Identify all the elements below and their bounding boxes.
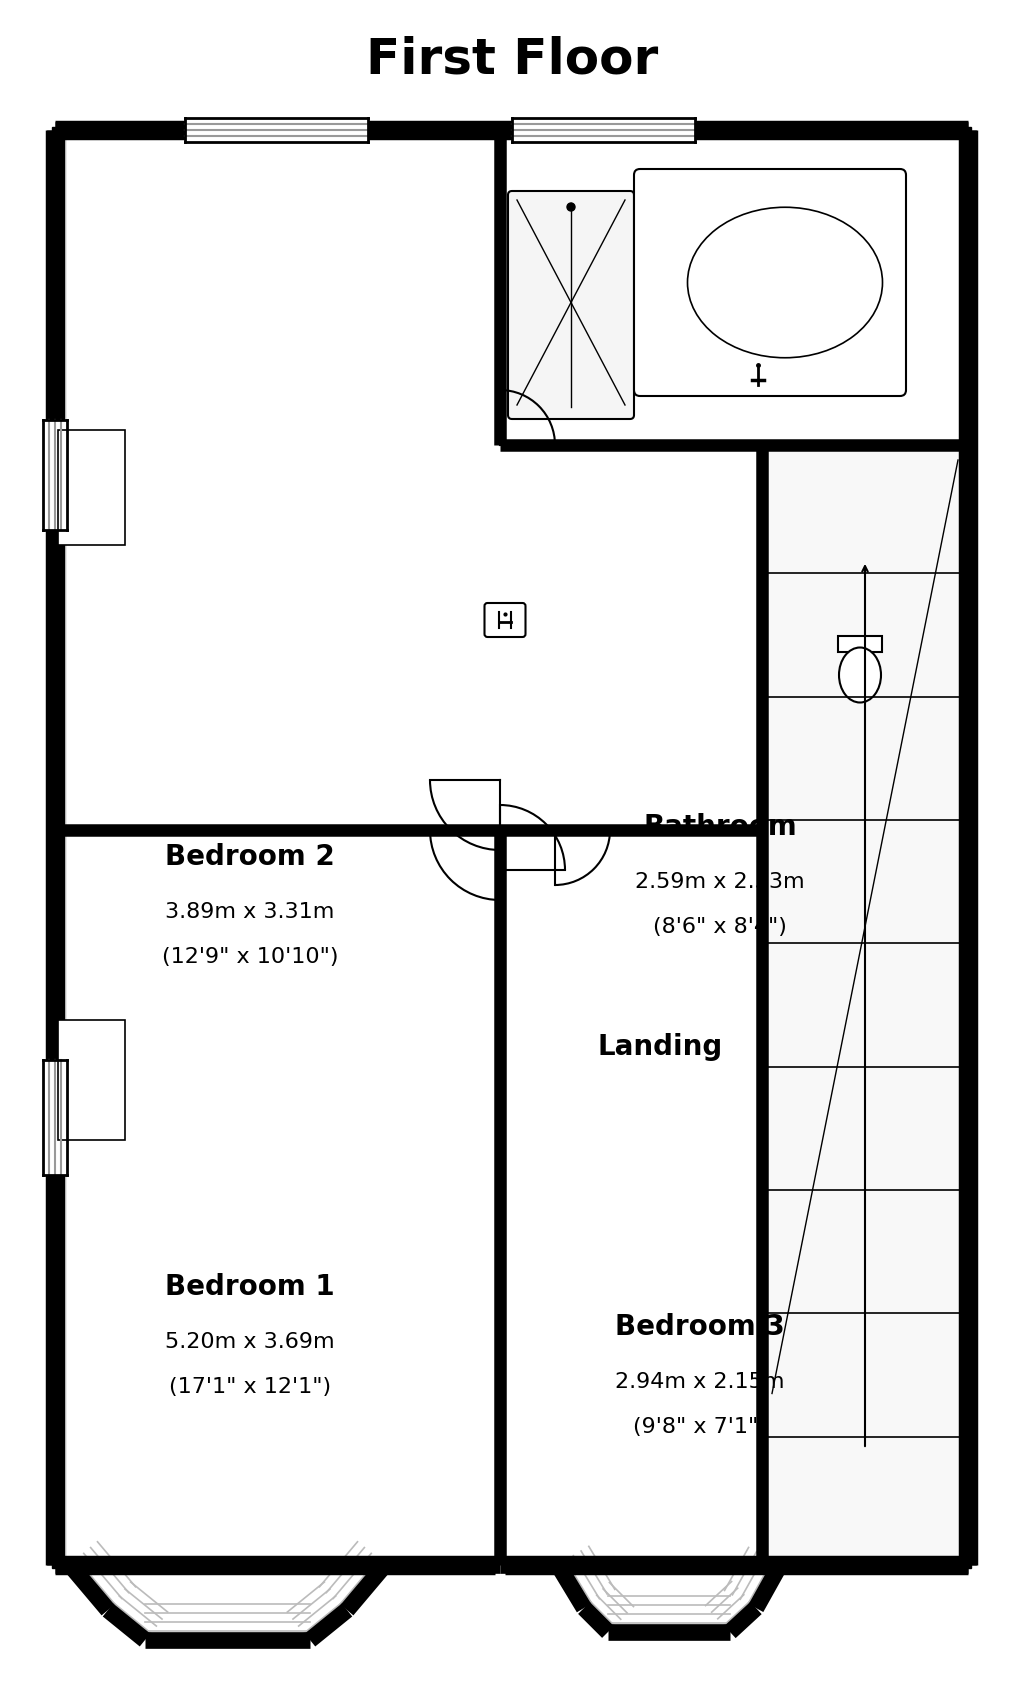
Bar (512, 114, 695, 147)
Text: Bathroom: Bathroom (643, 813, 797, 842)
FancyBboxPatch shape (634, 169, 906, 396)
Bar (500, 130, 968, 446)
Ellipse shape (687, 207, 883, 358)
Text: Landing: Landing (597, 1033, 723, 1062)
Bar (55, 830, 67, 1565)
Bar (500, 830, 762, 1565)
Text: 2.59m x 2.53m: 2.59m x 2.53m (635, 872, 805, 893)
Text: Bedroom 1: Bedroom 1 (165, 1273, 335, 1301)
Text: (17'1" x 12'1"): (17'1" x 12'1") (169, 1378, 331, 1396)
Bar (58, 1021, 125, 1140)
Bar (500, 446, 762, 1565)
Text: Bedroom 3: Bedroom 3 (615, 1313, 784, 1342)
Bar (55, 830, 500, 1565)
FancyBboxPatch shape (508, 191, 634, 418)
Bar (500, 862, 762, 1565)
Circle shape (567, 203, 575, 212)
Text: 5.20m x 3.69m: 5.20m x 3.69m (165, 1331, 335, 1352)
FancyBboxPatch shape (484, 603, 525, 637)
Text: 3.89m x 3.31m: 3.89m x 3.31m (165, 901, 335, 922)
Bar (762, 446, 968, 1565)
Text: Bedroom 2: Bedroom 2 (165, 843, 335, 871)
Polygon shape (70, 1565, 385, 1640)
Bar (185, 114, 368, 147)
Polygon shape (558, 1565, 780, 1632)
Bar (55, 130, 67, 1565)
Text: 2.94m x 2.15m: 2.94m x 2.15m (615, 1372, 784, 1391)
Bar (39, 1060, 71, 1174)
Bar (55, 130, 500, 830)
Bar (838, 637, 882, 652)
Ellipse shape (839, 647, 881, 703)
Bar (58, 430, 125, 545)
Bar (39, 420, 71, 529)
Text: (8'6" x 8'4"): (8'6" x 8'4") (653, 917, 786, 937)
Text: First Floor: First Floor (366, 36, 658, 84)
Text: (12'9" x 10'10"): (12'9" x 10'10") (162, 947, 338, 966)
Text: (9'8" x 7'1"): (9'8" x 7'1") (633, 1417, 767, 1437)
